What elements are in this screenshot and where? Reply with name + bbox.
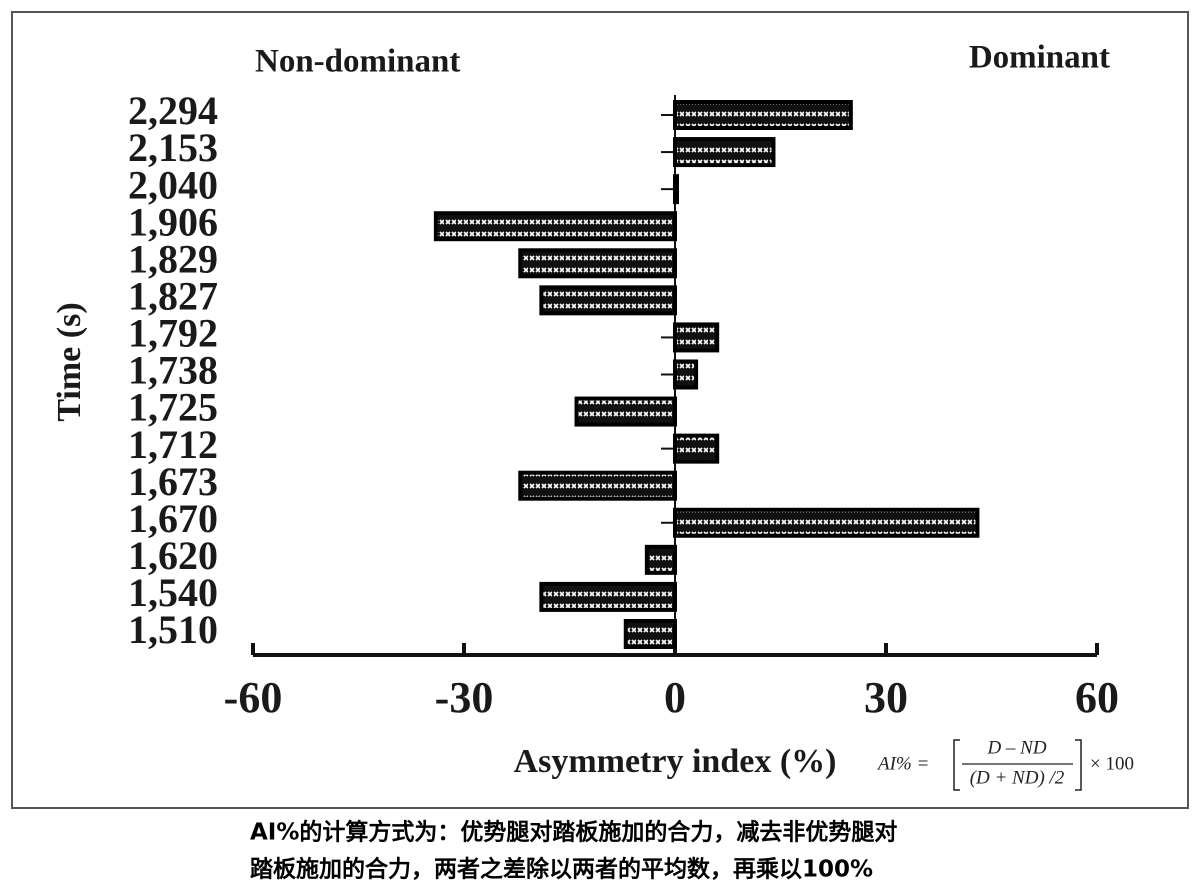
x-tick-label: -60: [224, 673, 283, 722]
bar: [673, 359, 699, 390]
y-tick-label: 1,738: [128, 348, 218, 393]
y-tick-label: 2,153: [128, 125, 218, 170]
y-axis-title: Time (s): [51, 302, 88, 421]
x-tick-label: 60: [1075, 673, 1119, 722]
caption-line: AI%的计算方式为：优势腿对踏板施加的合力，减去非优势腿对: [250, 819, 897, 846]
bar: [673, 433, 720, 464]
y-tick-label: 1,829: [128, 236, 218, 281]
formula-lhs: AI% =: [876, 753, 929, 774]
right-label: Dominant: [969, 40, 1110, 76]
y-tick-label: 1,792: [128, 311, 218, 356]
bar: [433, 211, 677, 242]
y-tick-label: 1,712: [128, 422, 218, 467]
y-tick-label: 1,827: [128, 274, 218, 319]
bar: [623, 618, 677, 649]
bar: [539, 581, 677, 612]
x-tick-label: 30: [864, 673, 908, 722]
bar: [673, 507, 980, 538]
x-axis-title: Asymmetry index (%): [514, 743, 837, 780]
formula-numerator: D – ND: [986, 737, 1046, 758]
formula-brackets: [953, 739, 1082, 791]
bar: [518, 248, 677, 279]
formula-factor: × 100: [1090, 753, 1134, 774]
y-tick-label: 2,040: [128, 162, 218, 207]
frame: [11, 11, 1189, 809]
y-tick-label: 1,510: [128, 607, 218, 652]
y-tick-label: 1,673: [128, 459, 218, 504]
y-tick-label: 1,725: [128, 385, 218, 430]
y-tick-label: 2,294: [128, 88, 218, 133]
left-label: Non-dominant: [255, 44, 460, 80]
x-tick-label: -30: [435, 673, 494, 722]
y-tick-label: 1,906: [128, 199, 218, 244]
x-tick-label: 0: [664, 673, 686, 722]
bar: [518, 470, 677, 501]
formula-denominator: (D + ND) /2: [970, 767, 1065, 788]
caption-line: 踏板施加的合力，两者之差除以两者的平均数，再乘以100%: [250, 856, 873, 883]
y-tick-label: 1,620: [128, 533, 218, 578]
bar: [673, 100, 853, 130]
bar: [574, 396, 677, 427]
y-tick-label: 1,540: [128, 570, 218, 615]
bar: [539, 285, 677, 316]
bar: [673, 174, 679, 205]
bar: [673, 322, 720, 353]
formula: AI% = D – ND (D + ND) /2 × 100: [876, 737, 1134, 791]
bar: [673, 137, 776, 168]
bar: [644, 544, 677, 575]
y-tick-label: 1,670: [128, 496, 218, 541]
